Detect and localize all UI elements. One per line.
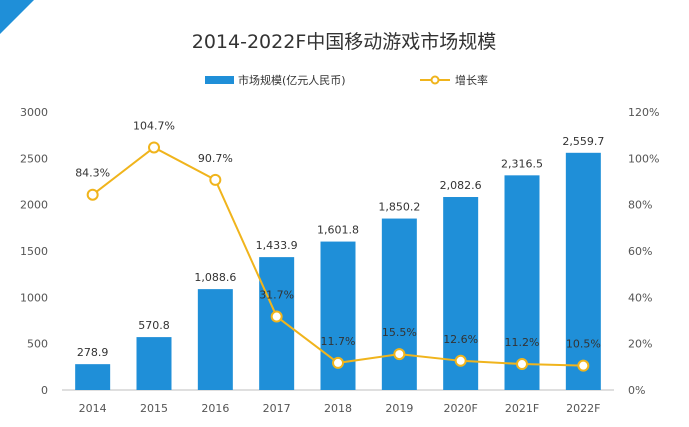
line-point [86, 188, 99, 201]
line-point [393, 348, 406, 361]
bar-data-labels: 278.9 570.8 1,088.6 1,433.9 1,601.8 1,850.2 2,… [77, 135, 604, 359]
chart-title: 2014-2022F中国移动游戏市场规模 [192, 31, 497, 53]
line-value-label: 31.7% [259, 289, 294, 302]
line-value-label: 90.7% [198, 152, 233, 165]
y-right-tick-label: 100% [628, 152, 659, 165]
line-point [332, 356, 344, 369]
bar [197, 289, 233, 390]
line-value-label: 84.3% [75, 167, 110, 180]
line-value-label: 12.6% [443, 333, 478, 346]
bar-value-label: 1,850.2 [378, 201, 420, 214]
bar-value-label: 2,082.6 [440, 179, 482, 192]
bar-value-label: 278.9 [77, 346, 109, 359]
corner-accent [0, 0, 34, 34]
line-point [516, 358, 528, 371]
line-data-labels: 84.3% 104.7% 90.7% 31.7% 11.7% 15.5% 12.6% 11.2… [75, 119, 601, 350]
line-point [148, 141, 160, 154]
x-tick-label: 2014 [79, 402, 107, 415]
bar [259, 257, 295, 390]
y-axis-left: 0 500 1000 1500 2000 2500 3000 [20, 106, 48, 397]
bar [75, 364, 111, 390]
legend-bar-label: 市场规模(亿元人民币) [238, 73, 346, 87]
line-series [86, 141, 590, 372]
x-tick-label: 2022F [566, 402, 600, 415]
x-tick-label: 2019 [385, 402, 413, 415]
bar-value-label: 2,559.7 [562, 135, 604, 148]
legend-line-marker [430, 75, 440, 85]
legend: 市场规模(亿元人民币) 增长率 [205, 73, 488, 87]
legend-line-label: 增长率 [455, 73, 488, 87]
line-value-label: 11.2% [505, 336, 540, 349]
y-right-tick-label: 60% [628, 245, 652, 258]
line-value-label: 15.5% [382, 326, 417, 339]
y-left-tick-label: 3000 [20, 106, 48, 119]
legend-bar-swatch [205, 76, 234, 84]
x-axis: 2014 2015 2016 2017 2018 2019 2020F 2021F 2022F [79, 402, 601, 415]
bar-value-label: 1,601.8 [317, 224, 359, 237]
y-right-tick-label: 120% [628, 106, 659, 119]
bar [565, 152, 601, 390]
y-left-tick-label: 2000 [20, 199, 48, 212]
line-value-label: 10.5% [566, 338, 601, 351]
x-tick-label: 2015 [140, 402, 168, 415]
bar-value-label: 1,433.9 [256, 239, 298, 252]
bar [381, 218, 417, 390]
y-right-tick-label: 20% [628, 338, 652, 351]
bar [504, 175, 540, 390]
y-axis-right: 0% 20% 40% 60% 80% 100% 120% [628, 106, 659, 397]
bar [136, 337, 172, 390]
line-point [454, 354, 467, 367]
x-tick-label: 2021F [505, 402, 539, 415]
line-point [209, 173, 222, 186]
x-tick-label: 2016 [201, 402, 229, 415]
bar-value-label: 570.8 [138, 319, 170, 332]
line-point [577, 359, 590, 372]
x-tick-label: 2020F [444, 402, 478, 415]
line-value-label: 104.7% [133, 119, 175, 132]
y-left-tick-label: 0 [41, 384, 48, 397]
line-point [270, 310, 283, 323]
y-right-tick-label: 80% [628, 199, 652, 212]
y-right-tick-label: 0% [628, 384, 645, 397]
y-right-tick-label: 40% [628, 291, 652, 304]
y-left-tick-label: 1500 [20, 245, 48, 258]
x-tick-label: 2017 [263, 402, 291, 415]
bar-value-label: 2,316.5 [501, 157, 543, 170]
y-left-tick-label: 1000 [20, 291, 48, 304]
x-tick-label: 2018 [324, 402, 352, 415]
y-left-tick-label: 500 [27, 338, 48, 351]
bar-value-label: 1,088.6 [194, 271, 236, 284]
y-left-tick-label: 2500 [20, 152, 48, 165]
bar-series [75, 152, 601, 390]
line-value-label: 11.7% [321, 335, 356, 348]
